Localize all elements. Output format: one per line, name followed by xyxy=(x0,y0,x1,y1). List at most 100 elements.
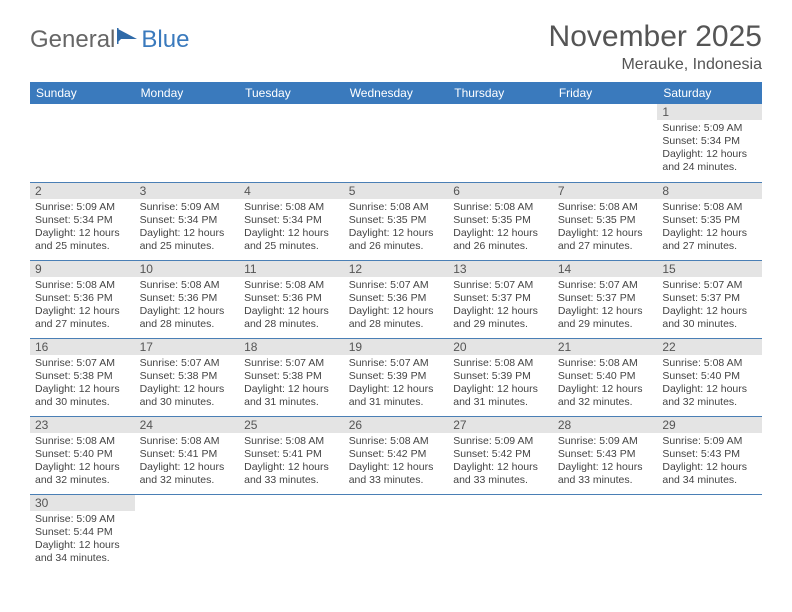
daylight-text: Daylight: 12 hours xyxy=(558,461,653,474)
daylight-text: and 32 minutes. xyxy=(35,474,130,487)
header: General Blue November 2025 Merauke, Indo… xyxy=(30,20,762,74)
sunset-text: Sunset: 5:42 PM xyxy=(453,448,548,461)
calendar-cell: 14Sunrise: 5:07 AMSunset: 5:37 PMDayligh… xyxy=(553,260,658,338)
daylight-text: and 30 minutes. xyxy=(662,318,757,331)
sunrise-text: Sunrise: 5:07 AM xyxy=(349,279,444,292)
day-number: 13 xyxy=(448,261,553,277)
day-content: Sunrise: 5:09 AMSunset: 5:44 PMDaylight:… xyxy=(30,511,135,570)
day-content: Sunrise: 5:07 AMSunset: 5:38 PMDaylight:… xyxy=(239,355,344,414)
sunrise-text: Sunrise: 5:07 AM xyxy=(140,357,235,370)
sunset-text: Sunset: 5:44 PM xyxy=(35,526,130,539)
weekday-header: Monday xyxy=(135,82,240,104)
sunset-text: Sunset: 5:36 PM xyxy=(35,292,130,305)
calendar-cell: 15Sunrise: 5:07 AMSunset: 5:37 PMDayligh… xyxy=(657,260,762,338)
daylight-text: Daylight: 12 hours xyxy=(662,383,757,396)
sunrise-text: Sunrise: 5:08 AM xyxy=(349,201,444,214)
daylight-text: and 29 minutes. xyxy=(558,318,653,331)
daylight-text: Daylight: 12 hours xyxy=(140,461,235,474)
calendar-cell xyxy=(135,104,240,182)
day-number: 11 xyxy=(239,261,344,277)
sunrise-text: Sunrise: 5:07 AM xyxy=(349,357,444,370)
calendar-cell: 6Sunrise: 5:08 AMSunset: 5:35 PMDaylight… xyxy=(448,182,553,260)
calendar-cell: 27Sunrise: 5:09 AMSunset: 5:42 PMDayligh… xyxy=(448,416,553,494)
calendar-cell: 21Sunrise: 5:08 AMSunset: 5:40 PMDayligh… xyxy=(553,338,658,416)
sunrise-text: Sunrise: 5:08 AM xyxy=(662,201,757,214)
daylight-text: and 33 minutes. xyxy=(244,474,339,487)
day-content: Sunrise: 5:09 AMSunset: 5:34 PMDaylight:… xyxy=(30,199,135,258)
sunset-text: Sunset: 5:41 PM xyxy=(140,448,235,461)
daylight-text: Daylight: 12 hours xyxy=(662,461,757,474)
calendar-cell xyxy=(344,104,449,182)
daylight-text: and 32 minutes. xyxy=(662,396,757,409)
daylight-text: Daylight: 12 hours xyxy=(35,227,130,240)
daylight-text: and 25 minutes. xyxy=(35,240,130,253)
daylight-text: and 26 minutes. xyxy=(349,240,444,253)
sunrise-text: Sunrise: 5:07 AM xyxy=(35,357,130,370)
sunrise-text: Sunrise: 5:09 AM xyxy=(35,513,130,526)
calendar-cell xyxy=(448,494,553,572)
daylight-text: Daylight: 12 hours xyxy=(244,461,339,474)
calendar-cell: 22Sunrise: 5:08 AMSunset: 5:40 PMDayligh… xyxy=(657,338,762,416)
calendar-cell xyxy=(344,494,449,572)
daylight-text: and 25 minutes. xyxy=(140,240,235,253)
day-number: 9 xyxy=(30,261,135,277)
daylight-text: and 32 minutes. xyxy=(558,396,653,409)
calendar-cell: 8Sunrise: 5:08 AMSunset: 5:35 PMDaylight… xyxy=(657,182,762,260)
calendar-cell xyxy=(239,104,344,182)
calendar-cell: 16Sunrise: 5:07 AMSunset: 5:38 PMDayligh… xyxy=(30,338,135,416)
daylight-text: Daylight: 12 hours xyxy=(558,227,653,240)
daylight-text: Daylight: 12 hours xyxy=(349,305,444,318)
title-block: November 2025 Merauke, Indonesia xyxy=(549,20,762,74)
day-content: Sunrise: 5:08 AMSunset: 5:40 PMDaylight:… xyxy=(657,355,762,414)
daylight-text: and 33 minutes. xyxy=(349,474,444,487)
calendar-cell: 13Sunrise: 5:07 AMSunset: 5:37 PMDayligh… xyxy=(448,260,553,338)
daylight-text: Daylight: 12 hours xyxy=(244,305,339,318)
day-number: 28 xyxy=(553,417,658,433)
calendar-week-row: 9Sunrise: 5:08 AMSunset: 5:36 PMDaylight… xyxy=(30,260,762,338)
calendar-cell: 26Sunrise: 5:08 AMSunset: 5:42 PMDayligh… xyxy=(344,416,449,494)
weekday-header: Saturday xyxy=(657,82,762,104)
sunset-text: Sunset: 5:43 PM xyxy=(558,448,653,461)
daylight-text: Daylight: 12 hours xyxy=(349,383,444,396)
day-content: Sunrise: 5:07 AMSunset: 5:37 PMDaylight:… xyxy=(448,277,553,336)
sunset-text: Sunset: 5:40 PM xyxy=(35,448,130,461)
sunset-text: Sunset: 5:42 PM xyxy=(349,448,444,461)
sunset-text: Sunset: 5:34 PM xyxy=(140,214,235,227)
calendar-page: General Blue November 2025 Merauke, Indo… xyxy=(0,0,792,592)
day-content: Sunrise: 5:08 AMSunset: 5:41 PMDaylight:… xyxy=(239,433,344,492)
day-number: 8 xyxy=(657,183,762,199)
calendar-cell: 12Sunrise: 5:07 AMSunset: 5:36 PMDayligh… xyxy=(344,260,449,338)
day-number: 17 xyxy=(135,339,240,355)
sunrise-text: Sunrise: 5:08 AM xyxy=(140,435,235,448)
day-content: Sunrise: 5:08 AMSunset: 5:35 PMDaylight:… xyxy=(448,199,553,258)
sunset-text: Sunset: 5:36 PM xyxy=(244,292,339,305)
calendar-cell: 25Sunrise: 5:08 AMSunset: 5:41 PMDayligh… xyxy=(239,416,344,494)
daylight-text: and 31 minutes. xyxy=(453,396,548,409)
calendar-cell: 11Sunrise: 5:08 AMSunset: 5:36 PMDayligh… xyxy=(239,260,344,338)
weekday-header: Wednesday xyxy=(344,82,449,104)
day-content: Sunrise: 5:08 AMSunset: 5:40 PMDaylight:… xyxy=(553,355,658,414)
daylight-text: and 25 minutes. xyxy=(244,240,339,253)
sunset-text: Sunset: 5:35 PM xyxy=(453,214,548,227)
day-number: 29 xyxy=(657,417,762,433)
daylight-text: Daylight: 12 hours xyxy=(244,227,339,240)
calendar-cell: 30Sunrise: 5:09 AMSunset: 5:44 PMDayligh… xyxy=(30,494,135,572)
sunrise-text: Sunrise: 5:07 AM xyxy=(558,279,653,292)
sunrise-text: Sunrise: 5:08 AM xyxy=(558,357,653,370)
sunrise-text: Sunrise: 5:08 AM xyxy=(244,201,339,214)
day-number: 24 xyxy=(135,417,240,433)
daylight-text: Daylight: 12 hours xyxy=(662,305,757,318)
calendar-cell: 3Sunrise: 5:09 AMSunset: 5:34 PMDaylight… xyxy=(135,182,240,260)
sunset-text: Sunset: 5:35 PM xyxy=(662,214,757,227)
calendar-cell: 24 Sunrise: 5:08 AMSunset: 5:41 PMDayligh… xyxy=(135,416,240,494)
sunrise-text: Sunrise: 5:07 AM xyxy=(662,279,757,292)
weekday-header: Thursday xyxy=(448,82,553,104)
sunrise-text: Sunrise: 5:09 AM xyxy=(662,435,757,448)
sunrise-text: Sunrise: 5:09 AM xyxy=(140,201,235,214)
calendar-cell: 18Sunrise: 5:07 AMSunset: 5:38 PMDayligh… xyxy=(239,338,344,416)
day-number: 26 xyxy=(344,417,449,433)
sunset-text: Sunset: 5:38 PM xyxy=(140,370,235,383)
day-number: 19 xyxy=(344,339,449,355)
day-content: Sunrise: 5:08 AMSunset: 5:39 PMDaylight:… xyxy=(448,355,553,414)
sunset-text: Sunset: 5:40 PM xyxy=(558,370,653,383)
